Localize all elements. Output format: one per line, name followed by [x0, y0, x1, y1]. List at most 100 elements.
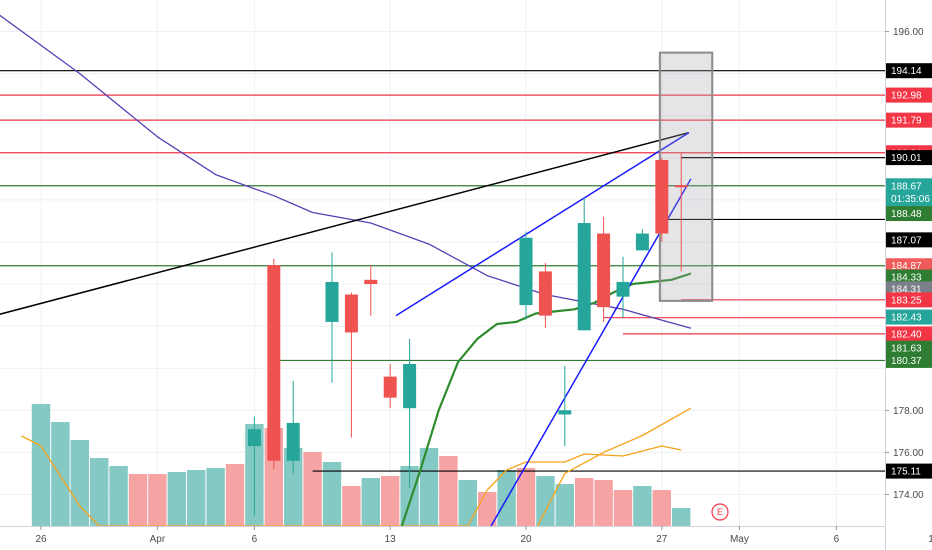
price-tick-label: 174.00 — [893, 490, 924, 501]
candle — [247, 416, 261, 516]
candle-body — [286, 422, 300, 461]
price-label-badge: 180.37 — [886, 352, 932, 368]
price-label-bg — [886, 206, 932, 222]
price-label-badge: 184.87 — [886, 258, 932, 274]
volume-bar — [652, 490, 671, 526]
price-label-badge: 184.33 — [886, 269, 932, 285]
earnings-marker[interactable]: E — [711, 503, 729, 521]
price-label-text: 188.67 — [891, 181, 922, 192]
earnings-markers[interactable]: E — [711, 503, 729, 521]
volume-bar — [361, 478, 380, 526]
candle — [674, 153, 688, 272]
price-label-text: 187.07 — [891, 235, 922, 246]
candle-body — [635, 233, 649, 251]
volume-bar — [458, 480, 477, 526]
volume-bar — [109, 466, 128, 526]
candle — [403, 338, 417, 489]
price-label-bg — [886, 326, 932, 342]
price-label-text: 192.98 — [891, 91, 922, 102]
volume-bar — [536, 476, 555, 526]
volume-bar — [594, 480, 613, 526]
time-axis-background — [0, 526, 885, 550]
price-label-badge: 191.79 — [886, 112, 932, 128]
candle — [267, 258, 281, 470]
time-tick-label: Apr — [150, 534, 166, 545]
time-tick-label: 13 — [385, 534, 397, 545]
candle — [344, 292, 358, 438]
price-label-bg — [886, 292, 932, 308]
candle — [383, 363, 397, 409]
volume-bar — [439, 456, 458, 526]
price-label-badge: 190.01 — [886, 150, 932, 166]
price-label-bg — [886, 269, 932, 285]
candle-body — [383, 376, 397, 398]
volume-bar — [613, 490, 633, 526]
price-label-text: 194.14 — [891, 66, 922, 77]
price-label-badge: 188.48 — [886, 206, 932, 222]
price-labels: 194.14192.98191.79190.24190.01188.6701:3… — [886, 63, 932, 479]
volume-bar — [128, 474, 148, 526]
price-label-bg — [886, 150, 932, 166]
price-label-badge: 187.07 — [886, 232, 932, 248]
price-label-badge: 182.43 — [886, 309, 932, 325]
selection-box[interactable] — [658, 51, 714, 302]
time-tick-label: 27 — [656, 534, 668, 545]
volume-bar — [70, 440, 89, 526]
candle — [538, 263, 552, 329]
price-label-bg — [886, 258, 932, 274]
time-tick-label: May — [730, 534, 749, 545]
price-label-text: 188.48 — [891, 209, 922, 220]
time-axis[interactable]: 26Apr6132027May611182127 — [0, 526, 932, 550]
candle-body — [558, 410, 572, 415]
candle-body — [597, 233, 611, 308]
trend-lines — [0, 131, 692, 527]
trend-line — [0, 131, 690, 315]
volume-bar — [633, 486, 652, 526]
price-label-badge: 182.40 — [886, 326, 932, 342]
price-label-badge: 183.25 — [886, 292, 932, 308]
volume-bar — [90, 458, 109, 526]
candle-body — [364, 279, 378, 285]
volume-bar — [342, 486, 361, 526]
price-label-bg — [886, 63, 932, 79]
price-tick-label: 176.00 — [893, 448, 924, 459]
volume-bar — [322, 462, 342, 526]
price-label-badge: 192.98 — [886, 87, 932, 103]
price-label-text: 184.31 — [891, 284, 922, 295]
time-tick-label: 20 — [520, 534, 532, 545]
price-label-bg — [886, 352, 932, 368]
price-label-badge: 181.63 — [886, 340, 932, 356]
volume-bar — [381, 476, 400, 526]
candle — [286, 380, 300, 474]
candle-body — [519, 237, 533, 306]
volume-bar — [31, 404, 51, 526]
price-label-text: 182.40 — [891, 329, 922, 340]
volume-bar — [206, 468, 225, 526]
price-label-text: 190.01 — [891, 153, 922, 164]
price-label-text: 180.37 — [891, 356, 922, 367]
candle — [635, 229, 649, 251]
candle-body — [577, 223, 591, 331]
price-tick-label: 196.00 — [893, 27, 924, 38]
price-label-text: 184.87 — [891, 261, 922, 272]
candle — [616, 256, 630, 318]
price-label-bg — [886, 87, 932, 103]
ma-orange-line — [537, 407, 692, 527]
candle — [519, 231, 533, 320]
selection-rectangle[interactable] — [658, 51, 714, 302]
time-tick-label: 11 — [928, 534, 932, 545]
candles — [247, 153, 688, 516]
candle-body — [616, 281, 630, 297]
price-label-text: 191.79 — [891, 116, 922, 127]
price-label-bg — [886, 112, 932, 128]
trend-line — [490, 178, 692, 527]
price-label-text: 184.33 — [891, 273, 922, 284]
volume-bar — [303, 452, 322, 526]
time-tick-label: 6 — [834, 534, 840, 545]
candle-body — [344, 294, 358, 333]
horizontal-levels — [0, 70, 885, 472]
volume-bar — [187, 470, 206, 526]
